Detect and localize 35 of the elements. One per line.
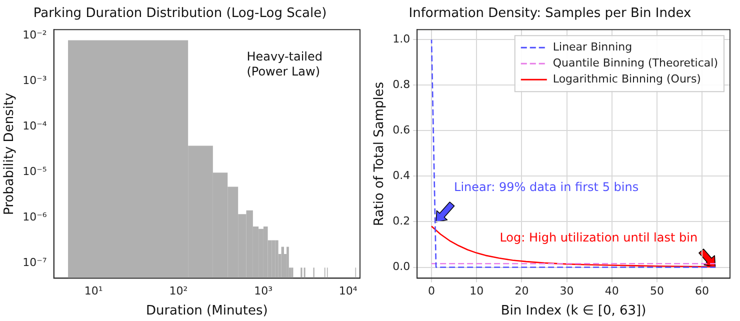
y-tick-label: 10⁻⁷ xyxy=(22,256,47,270)
y-tick-label: 1.0 xyxy=(392,32,410,46)
x-axis-title: Bin Index (k ∈ [0, 63]) xyxy=(500,304,646,319)
chart-title: Parking Duration Distribution (Log-Log Scale) xyxy=(33,6,327,22)
annotation: Linear: 99% data in first 5 bins xyxy=(454,180,639,194)
y-tick-label: 10⁻⁶ xyxy=(22,210,48,224)
legend-label: Logarithmic Binning (Ours) xyxy=(552,72,701,86)
y-tick-label: 10⁻⁵ xyxy=(22,165,47,178)
x-tick-label: 10 xyxy=(470,284,484,298)
x-tick-label: 10⁴ xyxy=(338,284,358,298)
x-tick-label: 50 xyxy=(650,284,664,298)
y-tick-label: 0.2 xyxy=(392,214,410,228)
y-tick-label: 10⁻³ xyxy=(22,74,47,87)
legend-label: Linear Binning xyxy=(552,40,632,54)
y-tick-label: 0.0 xyxy=(392,260,410,274)
x-tick-label: 40 xyxy=(604,284,619,298)
y-tick-label: 10⁻² xyxy=(22,28,47,42)
x-tick-label: 0 xyxy=(428,284,436,298)
y-tick-label: 0.8 xyxy=(392,78,410,92)
y-axis-title: Probability Density xyxy=(2,92,18,216)
y-tick-label: 10⁻⁴ xyxy=(22,119,48,132)
x-tick-label: 20 xyxy=(514,284,529,298)
y-tick-label: 0.4 xyxy=(392,169,410,182)
x-tick-label: 10¹ xyxy=(84,284,103,298)
x-tick-label: 10³ xyxy=(254,284,272,298)
x-axis-title: Duration (Minutes) xyxy=(146,304,268,319)
y-tick-label: 0.6 xyxy=(392,124,410,137)
x-tick-label: 10² xyxy=(169,284,188,298)
y-axis-title: Ratio of Total Samples xyxy=(372,82,388,226)
chart-title: Information Density: Samples per Bin Index xyxy=(408,6,692,22)
x-tick-label: 60 xyxy=(695,284,710,298)
legend-label: Quantile Binning (Theoretical) xyxy=(552,56,718,70)
x-tick-label: 30 xyxy=(560,284,574,298)
annotation: Log: High utilization until last bin xyxy=(500,230,698,244)
annotation: Heavy-tailed (Power Law) xyxy=(246,50,323,79)
